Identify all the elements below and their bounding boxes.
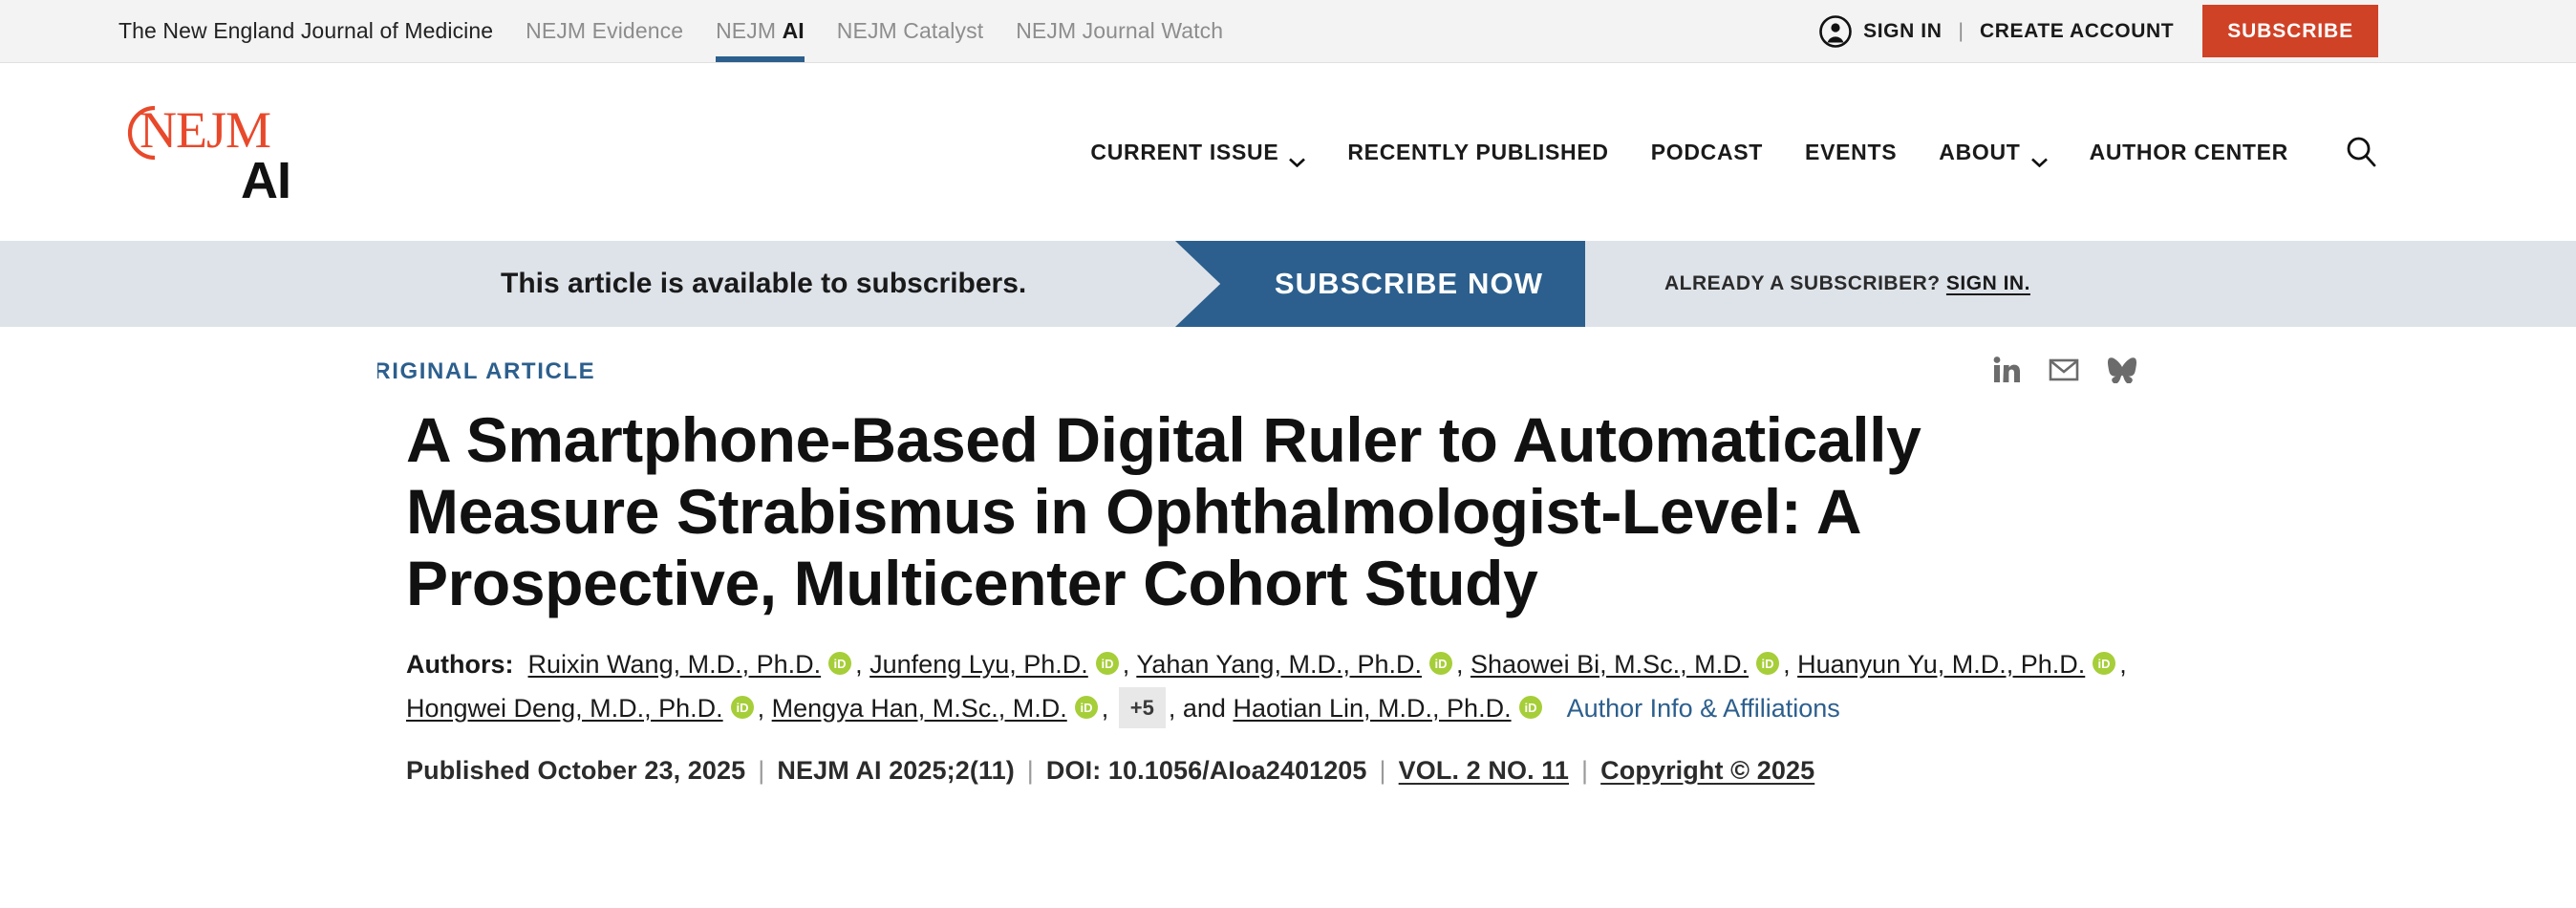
network-tab-nejm[interactable]: The New England Journal of Medicine — [118, 0, 493, 62]
account-circle-icon — [1819, 14, 1852, 48]
orcid-icon[interactable]: iD — [1074, 692, 1099, 731]
orcid-icon[interactable]: iD — [2092, 648, 2116, 687]
copyright-link[interactable]: Copyright © 2025 — [1600, 755, 1815, 785]
authors-label: Authors: — [406, 649, 514, 679]
orcid-icon[interactable]: iD — [1428, 648, 1453, 687]
author-link[interactable]: Hongwei Deng, M.D., Ph.D. — [406, 693, 723, 723]
network-tab-catalyst[interactable]: NEJM Catalyst — [837, 0, 983, 62]
meta-separator: | — [1026, 755, 1034, 785]
svg-text:iD: iD — [1080, 701, 1092, 715]
author-link[interactable]: Junfeng Lyu, Ph.D. — [869, 649, 1088, 679]
nav-item-recently-published[interactable]: RECENTLY PUBLISHED — [1347, 140, 1608, 165]
page-title: A Smartphone-Based Digital Ruler to Auto… — [406, 404, 1921, 619]
author-link[interactable]: Mengya Han, M.Sc., M.D. — [771, 693, 1067, 723]
svg-text:iD: iD — [1524, 701, 1536, 715]
create-account-link[interactable]: CREATE ACCOUNT — [1979, 19, 2175, 42]
already-subscriber-label: ALREADY A SUBSCRIBER? — [1664, 272, 1946, 294]
network-bar: The New England Journal of Medicine NEJM… — [0, 0, 2576, 63]
network-tab-evidence[interactable]: NEJM Evidence — [526, 0, 683, 62]
subscribe-button[interactable]: SUBSCRIBE — [2202, 5, 2378, 57]
nav-item-podcast[interactable]: PODCAST — [1651, 140, 1763, 165]
nav-item-label: PODCAST — [1650, 139, 1764, 164]
meta-separator: | — [758, 755, 765, 785]
masthead: NEJM AI CURRENT ISSUE RECENTLY PUBLISHED… — [0, 63, 2576, 241]
doi-text: DOI: 10.1056/AIoa2401205 — [1045, 755, 1367, 785]
network-tab-journal-watch[interactable]: NEJM Journal Watch — [1016, 0, 1223, 62]
nejm-ai-logo[interactable]: NEJM AI — [118, 97, 310, 209]
volume-issue-link[interactable]: VOL. 2 NO. 11 — [1398, 755, 1570, 785]
article-type-label: ORIGINAL ARTICLE — [377, 358, 596, 384]
author-link[interactable]: Yahan Yang, M.D., Ph.D. — [1136, 649, 1422, 679]
citation-text: NEJM AI 2025;2(11) — [777, 755, 1015, 785]
chevron-down-icon — [2030, 147, 2048, 168]
svg-text:iD: iD — [1434, 657, 1447, 671]
and-word: and — [1182, 693, 1226, 723]
nav-item-label: CURRENT ISSUE — [1090, 139, 1279, 164]
orcid-icon[interactable]: iD — [827, 648, 852, 687]
network-tab-label: NEJM Catalyst — [836, 18, 984, 43]
orcid-icon[interactable]: iD — [1755, 648, 1780, 687]
orcid-icon[interactable]: iD — [730, 692, 755, 731]
subscriber-promo-banner: This article is available to subscribers… — [0, 241, 2576, 327]
svg-text:iD: iD — [1762, 657, 1774, 671]
social-share-row — [1992, 356, 2137, 389]
authors-list: Authors: Ruixin Wang, M.D., Ph.D. iD, Jun… — [406, 645, 2193, 731]
svg-text:iD: iD — [736, 701, 748, 715]
author-link[interactable]: Ruixin Wang, M.D., Ph.D. — [527, 649, 822, 679]
publication-metadata: Published October 23, 2025 | NEJM AI 2025;… — [406, 756, 2174, 786]
network-tab-label: NEJM Evidence — [526, 18, 684, 43]
author-link[interactable]: Shaowei Bi, M.Sc., M.D. — [1470, 649, 1750, 679]
svg-text:iD: iD — [2098, 657, 2111, 671]
network-tab-label: NEJM AI — [716, 18, 805, 43]
nav-item-author-center[interactable]: AUTHOR CENTER — [2090, 140, 2288, 165]
nav-item-label: AUTHOR CENTER — [2089, 139, 2288, 164]
main-nav: CURRENT ISSUE RECENTLY PUBLISHED PODCAST… — [1090, 63, 2576, 241]
network-bar-actions: SIGN IN | CREATE ACCOUNT SUBSCRIBE — [1819, 0, 2576, 62]
subscribe-now-button[interactable]: SUBSCRIBE NOW — [1175, 241, 1585, 327]
meta-separator: | — [1379, 755, 1386, 785]
promo-message: This article is available to subscribers… — [501, 268, 1027, 299]
nav-item-about[interactable]: ABOUT — [1939, 139, 2048, 168]
meta-separator: | — [1581, 755, 1589, 785]
orcid-icon[interactable]: iD — [1095, 648, 1120, 687]
article-header: ORIGINAL ARTICLE A Sma — [0, 327, 2576, 786]
nav-item-label: EVENTS — [1805, 139, 1898, 164]
chevron-down-icon — [1289, 147, 1306, 168]
svg-text:NEJM: NEJM — [140, 101, 270, 159]
svg-text:AI: AI — [241, 152, 290, 204]
author-info-affiliations-link[interactable]: Author Info & Affiliations — [1566, 693, 1840, 723]
search-icon[interactable] — [2344, 135, 2378, 169]
nav-item-label: ABOUT — [1939, 139, 2021, 164]
nav-item-current-issue[interactable]: CURRENT ISSUE — [1090, 139, 1306, 168]
nav-separator: | — [1958, 19, 1964, 42]
nav-item-events[interactable]: EVENTS — [1805, 140, 1897, 165]
nav-item-label: RECENTLY PUBLISHED — [1347, 139, 1609, 164]
linkedin-icon[interactable] — [1992, 356, 2021, 389]
bluesky-icon[interactable] — [2107, 357, 2137, 388]
sign-in-link[interactable]: SIGN IN — [1863, 19, 1943, 42]
published-date: Published October 23, 2025 — [406, 755, 746, 785]
network-tabs: The New England Journal of Medicine NEJM… — [118, 0, 1223, 62]
svg-text:iD: iD — [1101, 657, 1113, 671]
network-tab-label: NEJM Journal Watch — [1016, 18, 1224, 43]
orcid-icon[interactable]: iD — [1518, 692, 1543, 731]
author-link[interactable]: Haotian Lin, M.D., Ph.D. — [1233, 693, 1512, 723]
network-tab-ai[interactable]: NEJM AI — [716, 0, 805, 62]
banner-sign-in-link[interactable]: SIGN IN. — [1945, 272, 2030, 294]
already-subscriber-text: ALREADY A SUBSCRIBER? SIGN IN. — [1664, 272, 2030, 295]
email-icon[interactable] — [2049, 356, 2079, 389]
more-authors-badge[interactable]: +5 — [1118, 686, 1166, 729]
network-tab-label: The New England Journal of Medicine — [118, 18, 494, 43]
author-link[interactable]: Huanyun Yu, M.D., Ph.D. — [1797, 649, 2086, 679]
svg-text:iD: iD — [834, 657, 847, 671]
